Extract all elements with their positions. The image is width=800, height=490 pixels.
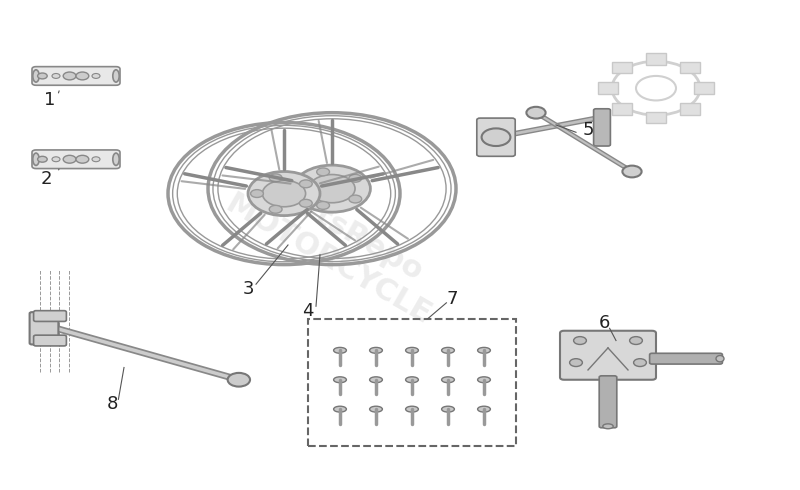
Circle shape xyxy=(349,174,362,182)
FancyBboxPatch shape xyxy=(34,335,66,346)
Ellipse shape xyxy=(478,377,490,383)
Circle shape xyxy=(317,168,330,176)
Circle shape xyxy=(92,74,100,78)
Ellipse shape xyxy=(716,356,724,362)
FancyBboxPatch shape xyxy=(646,112,666,123)
FancyBboxPatch shape xyxy=(599,376,617,428)
Ellipse shape xyxy=(33,153,39,166)
FancyBboxPatch shape xyxy=(613,103,632,115)
Circle shape xyxy=(248,172,320,216)
Circle shape xyxy=(228,373,250,387)
Circle shape xyxy=(92,157,100,162)
Circle shape xyxy=(270,174,282,182)
Circle shape xyxy=(482,128,510,146)
Circle shape xyxy=(349,195,362,203)
Circle shape xyxy=(262,180,306,207)
Ellipse shape xyxy=(113,70,119,82)
Ellipse shape xyxy=(370,377,382,383)
Circle shape xyxy=(294,165,370,212)
Circle shape xyxy=(317,201,330,209)
FancyBboxPatch shape xyxy=(477,118,515,156)
FancyBboxPatch shape xyxy=(650,353,722,364)
Ellipse shape xyxy=(442,347,454,353)
FancyBboxPatch shape xyxy=(646,53,666,65)
Circle shape xyxy=(309,174,355,203)
Ellipse shape xyxy=(406,377,418,383)
FancyBboxPatch shape xyxy=(594,109,610,146)
FancyBboxPatch shape xyxy=(30,312,58,344)
Circle shape xyxy=(63,155,76,163)
Circle shape xyxy=(52,74,60,78)
Circle shape xyxy=(299,199,312,207)
Ellipse shape xyxy=(478,347,490,353)
Ellipse shape xyxy=(334,347,346,353)
Ellipse shape xyxy=(406,347,418,353)
Text: 6: 6 xyxy=(598,315,610,332)
Circle shape xyxy=(634,359,646,367)
Text: 1: 1 xyxy=(44,92,55,109)
Ellipse shape xyxy=(334,406,346,412)
Circle shape xyxy=(38,156,47,162)
Circle shape xyxy=(76,155,89,163)
Ellipse shape xyxy=(442,406,454,412)
Ellipse shape xyxy=(442,377,454,383)
FancyBboxPatch shape xyxy=(560,331,656,380)
Text: 2: 2 xyxy=(41,170,52,188)
Text: PartsRepo
MOTORCYCLE: PartsRepo MOTORCYCLE xyxy=(220,160,452,330)
Circle shape xyxy=(76,72,89,80)
Ellipse shape xyxy=(370,347,382,353)
FancyBboxPatch shape xyxy=(694,82,714,94)
FancyBboxPatch shape xyxy=(32,150,120,169)
FancyBboxPatch shape xyxy=(680,62,699,74)
Text: 7: 7 xyxy=(446,290,458,308)
Circle shape xyxy=(526,107,546,119)
Circle shape xyxy=(297,185,310,193)
Text: 4: 4 xyxy=(302,302,314,320)
Text: 3: 3 xyxy=(242,280,254,298)
Ellipse shape xyxy=(334,377,346,383)
Ellipse shape xyxy=(478,406,490,412)
Ellipse shape xyxy=(370,406,382,412)
FancyBboxPatch shape xyxy=(680,103,699,115)
Ellipse shape xyxy=(33,70,39,82)
Circle shape xyxy=(63,72,76,80)
Ellipse shape xyxy=(406,406,418,412)
Circle shape xyxy=(574,337,586,344)
Ellipse shape xyxy=(113,153,119,166)
FancyBboxPatch shape xyxy=(613,62,632,74)
Circle shape xyxy=(52,157,60,162)
Circle shape xyxy=(299,180,312,188)
Circle shape xyxy=(622,166,642,177)
FancyBboxPatch shape xyxy=(34,311,66,321)
Circle shape xyxy=(270,205,282,213)
Text: 5: 5 xyxy=(582,121,594,139)
Circle shape xyxy=(250,190,263,197)
FancyBboxPatch shape xyxy=(32,67,120,85)
Circle shape xyxy=(630,337,642,344)
FancyBboxPatch shape xyxy=(598,82,618,94)
Circle shape xyxy=(570,359,582,367)
Ellipse shape xyxy=(603,424,614,429)
Text: 8: 8 xyxy=(106,395,118,413)
Circle shape xyxy=(38,73,47,79)
